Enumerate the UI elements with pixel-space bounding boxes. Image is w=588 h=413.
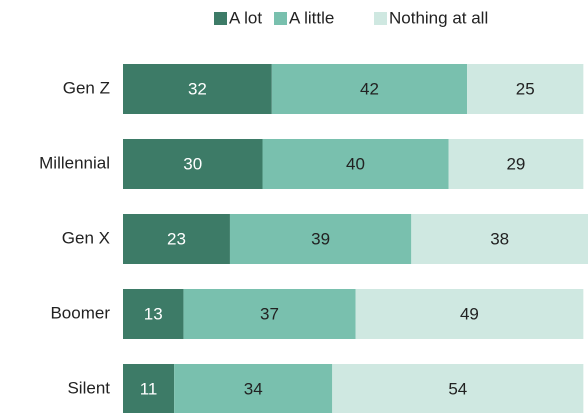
bar-segment	[123, 214, 230, 264]
legend-label: A little	[289, 8, 334, 27]
value-label: 29	[506, 154, 525, 173]
value-label: 38	[490, 229, 509, 248]
bar-segment	[123, 364, 175, 413]
value-label: 54	[448, 379, 467, 398]
value-label: 40	[346, 154, 365, 173]
bar-segment	[174, 364, 333, 413]
bar-segment	[123, 289, 184, 339]
category-label: Silent	[67, 378, 110, 397]
category-label: Boomer	[50, 303, 110, 322]
value-label: 42	[360, 79, 379, 98]
legend-label: Nothing at all	[389, 8, 488, 27]
value-label: 23	[167, 229, 186, 248]
legend-swatch	[274, 12, 287, 25]
bar-segment	[123, 64, 272, 114]
legend-label: A lot	[229, 8, 262, 27]
value-label: 32	[188, 79, 207, 98]
value-label: 37	[260, 304, 279, 323]
category-label: Millennial	[39, 153, 110, 172]
bar-segment	[123, 139, 263, 189]
bar-segment	[271, 64, 468, 114]
value-label: 11	[140, 379, 158, 398]
legend-swatch	[214, 12, 227, 25]
bar-segment	[183, 289, 356, 339]
bar-segment	[411, 214, 588, 264]
category-label: Gen X	[62, 228, 110, 247]
bar-segment	[355, 289, 584, 339]
legend-swatch	[374, 12, 387, 25]
bar-segment	[467, 64, 584, 114]
value-label: 49	[460, 304, 479, 323]
value-label: 13	[144, 304, 163, 323]
bar-segment	[332, 364, 584, 413]
value-label: 30	[183, 154, 202, 173]
value-label: 25	[516, 79, 535, 98]
value-label: 34	[244, 379, 263, 398]
bar-segment	[448, 139, 584, 189]
category-label: Gen Z	[63, 78, 110, 97]
bar-segment	[229, 214, 412, 264]
bar-segment	[262, 139, 449, 189]
value-label: 39	[311, 229, 330, 248]
